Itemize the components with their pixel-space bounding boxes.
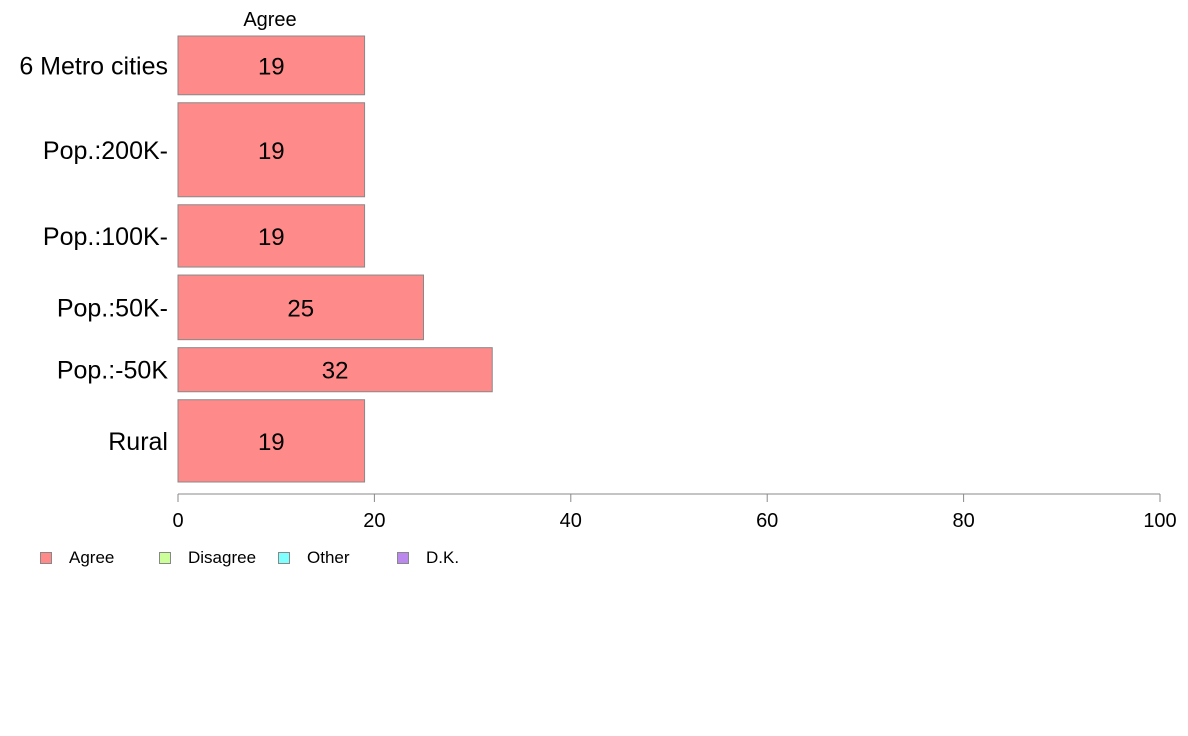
bar-rural (177, 399, 366, 483)
x-tick-label-100: 100 (1143, 510, 1176, 532)
category-label-pop-50k: Pop.:50K- (57, 294, 168, 322)
value-label-pop-50k: 25 (287, 295, 314, 322)
legend-swatch-other (278, 552, 290, 564)
bars-group: 19 6 Metro cities 19 Pop.:200K- 19 Pop.:100K-… (19, 35, 493, 483)
x-axis: 0 20 40 60 80 100 (172, 493, 1177, 532)
legend-swatch-dk (397, 552, 409, 564)
x-tick-label-80: 80 (952, 510, 974, 532)
value-label-pop-100k: 19 (258, 224, 285, 251)
value-label-pop-200k: 19 (258, 138, 285, 165)
value-label-pop-50k: 32 (322, 358, 349, 385)
bar-pop-50k (177, 347, 493, 393)
bar-6-metro-cities (177, 35, 366, 96)
series-header: Agree (243, 9, 296, 31)
x-tick-label-60: 60 (756, 510, 778, 532)
legend-label-agree: Agree (69, 548, 115, 567)
legend-label-dk: D.K. (426, 548, 460, 567)
bar-pop-50k (177, 274, 424, 341)
legend-swatch-disagree (159, 552, 171, 564)
category-label-pop-100k: Pop.:100K- (43, 223, 168, 251)
category-label-pop-50k: Pop.:-50K (57, 357, 169, 385)
category-label-pop-200k: Pop.:200K- (43, 137, 168, 165)
bar-pop-100k (177, 204, 366, 268)
legend-item-agree: Agree (40, 548, 114, 568)
category-label-6-metro-cities: 6 Metro cities (19, 52, 168, 80)
legend-item-other: Other (278, 548, 350, 568)
category-label-rural: Rural (108, 428, 168, 456)
bar-chart: Agree 19 6 Metro cities 19 Pop.:200K- 19 Pop.… (19, 9, 1177, 532)
legend-item-dk: D.K. (397, 548, 459, 568)
legend-label-disagree: Disagree (188, 548, 257, 567)
x-tick-label-0: 0 (172, 510, 183, 532)
legend-item-disagree: Disagree (159, 548, 256, 568)
x-tick-label-40: 40 (560, 510, 582, 532)
value-label-6-metro-cities: 19 (258, 53, 285, 80)
value-label-rural: 19 (258, 429, 285, 456)
bar-pop-200k (177, 102, 366, 198)
x-tick-label-20: 20 (363, 510, 385, 532)
legend-label-other: Other (307, 548, 350, 567)
legend-swatch-agree (40, 552, 52, 564)
